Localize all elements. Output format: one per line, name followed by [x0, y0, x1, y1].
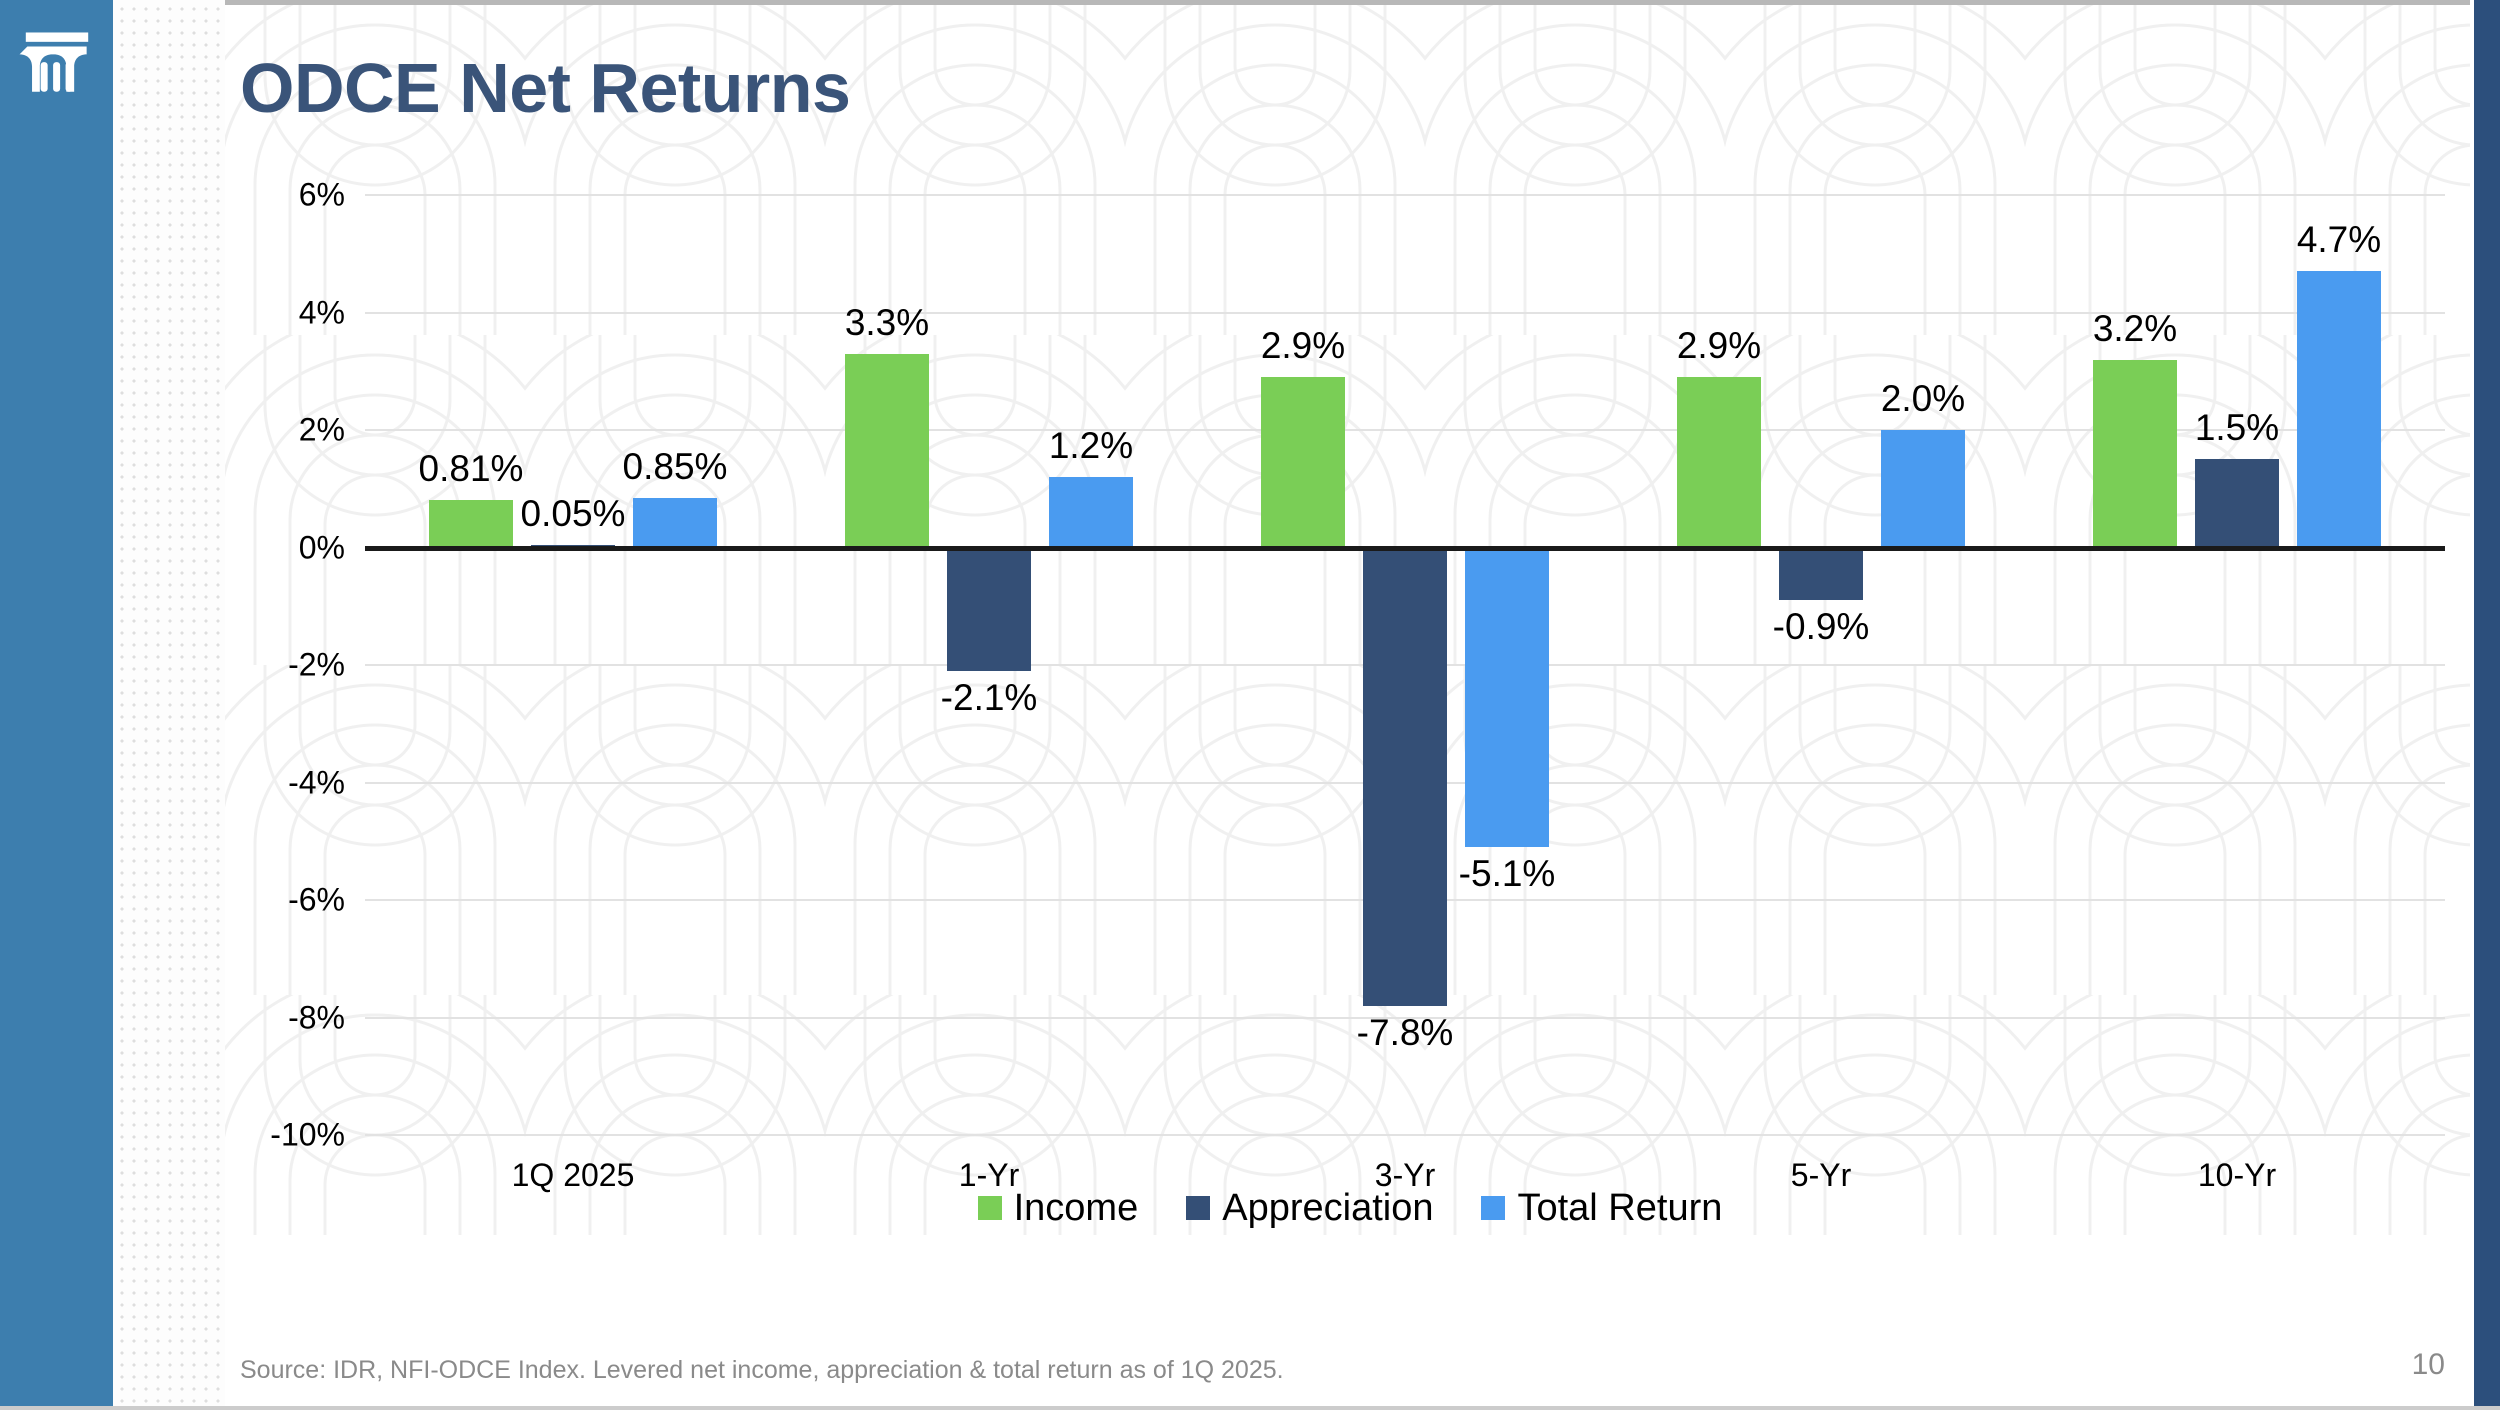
gridline: [365, 1134, 2445, 1136]
y-axis-tick-label: -10%: [270, 1116, 345, 1153]
legend-color-swatch-icon: [1481, 1196, 1506, 1220]
top-edge-rule: [0, 0, 2500, 5]
gridline: [365, 311, 2445, 314]
bar-group: 0.81% 0.05% 0.85%: [365, 195, 781, 1135]
plot-area: 0.81% 0.05% 0.85% 3.3% -2.1% 1.2% 2.9% -7.8% -5.…: [365, 194, 2445, 1136]
bar-income[interactable]: [2093, 359, 2177, 548]
bar-value-label: 2.0%: [1880, 378, 1966, 419]
bar-value-label: -0.9%: [1772, 606, 1870, 648]
y-axis-tick-label: 2%: [298, 411, 345, 448]
bar-value-label: -5.1%: [1458, 853, 1556, 895]
y-axis-tick-label: 4%: [298, 294, 345, 330]
bar-value-label: 3.2%: [2092, 307, 2178, 349]
legend-label: Appreciation: [1222, 1186, 1434, 1229]
chart-legend: Income Appreciation Total Return: [255, 1178, 2445, 1238]
x-axis-category-label: 1-Yr: [958, 1157, 1020, 1193]
x-axis-category-label: 5-Yr: [1790, 1157, 1852, 1193]
y-axis-tick-label: -4%: [288, 764, 345, 800]
right-navy-strip: [2474, 0, 2500, 1410]
page-title: ODCE Net Returns: [240, 49, 851, 127]
y-axis-tick-label: 6%: [298, 176, 345, 213]
legend-color-swatch-icon: [977, 1196, 1002, 1220]
legend-label: Income: [1013, 1186, 1139, 1229]
bar-value-label: 3.3%: [844, 301, 930, 343]
bar-value-label: 0.05%: [520, 492, 626, 534]
legend-item-appreciation[interactable]: Appreciation: [1186, 1187, 1433, 1230]
bar-total-return[interactable]: [1881, 430, 1965, 548]
x-axis-category-label: 3-Yr: [1374, 1157, 1436, 1193]
gridline: [365, 1016, 2445, 1019]
y-axis-tick-label: -8%: [288, 999, 345, 1035]
y-axis-tick-label: -6%: [288, 881, 345, 918]
bar-value-label: 4.7%: [2296, 219, 2382, 261]
legend-color-swatch-icon: [1186, 1196, 1211, 1220]
bar-group: 3.3% -2.1% 1.2%: [781, 195, 1197, 1135]
bar-appreciation[interactable]: [947, 547, 1031, 671]
page-number: 10: [2411, 1348, 2445, 1381]
legend-label: Total Return: [1517, 1186, 1723, 1229]
bottom-edge-rule: [0, 1406, 2500, 1410]
right-edge-gap: [2470, 0, 2474, 1410]
bar-group: 3.2% 1.5% 4.7%: [2029, 195, 2445, 1135]
x-axis-category-label: 10-Yr: [2197, 1157, 2277, 1193]
bar-value-label: 1.2%: [1048, 425, 1134, 466]
bar-value-label: 0.81%: [418, 447, 524, 489]
left-sidebar: [0, 0, 113, 1410]
y-axis-tick-label: -2%: [288, 646, 345, 683]
legend-item-income[interactable]: Income: [977, 1186, 1139, 1230]
bar-chart: 6% 4% 2% 0% -2% -4% -6% -8% -10% 0.81% 0.05% 0.85%…: [255, 177, 2445, 1193]
bar-group: 2.9% -0.9% 2.0%: [1613, 195, 2029, 1135]
dotted-texture-strip: [113, 0, 225, 1410]
gridline: [365, 429, 2445, 431]
gridline: [365, 194, 2445, 196]
bar-income[interactable]: [845, 353, 929, 548]
y-axis-labels: 6% 4% 2% 0% -2% -4% -6% -8% -10%: [255, 177, 355, 1153]
bar-value-label: -7.8%: [1356, 1011, 1454, 1053]
bar-income[interactable]: [1677, 377, 1761, 548]
bar-income[interactable]: [429, 499, 513, 548]
x-axis-labels: 1Q 2025 1-Yr 3-Yr 5-Yr 10-Yr: [365, 1135, 2445, 1205]
bar-appreciation[interactable]: [1779, 547, 1863, 601]
zero-axis-line: [365, 545, 2445, 551]
bar-total-return[interactable]: [633, 497, 717, 548]
bar-value-label: 2.9%: [1676, 325, 1762, 367]
x-axis-category-label: 1Q 2025: [511, 1157, 635, 1193]
bar-total-return[interactable]: [2297, 271, 2381, 548]
source-note: Source: IDR, NFI-ODCE Index. Levered net…: [240, 1356, 1284, 1384]
bar-value-label: 1.5%: [2194, 407, 2280, 449]
bar-value-label: 0.85%: [622, 445, 728, 487]
column-building-logo-icon: [19, 32, 89, 92]
y-axis-tick-label: 0%: [298, 529, 345, 565]
bar-appreciation[interactable]: [1363, 547, 1447, 1006]
bar-value-label: 2.9%: [1260, 325, 1346, 367]
bar-income[interactable]: [1261, 377, 1345, 548]
bar-total-return[interactable]: [1049, 477, 1133, 548]
bar-total-return[interactable]: [1465, 547, 1549, 848]
legend-item-total-return[interactable]: Total Return: [1481, 1187, 1722, 1230]
bar-value-label: -2.1%: [940, 676, 1038, 718]
bar-group: 2.9% -7.8% -5.1%: [1197, 195, 1613, 1135]
bar-appreciation[interactable]: [2195, 459, 2279, 548]
